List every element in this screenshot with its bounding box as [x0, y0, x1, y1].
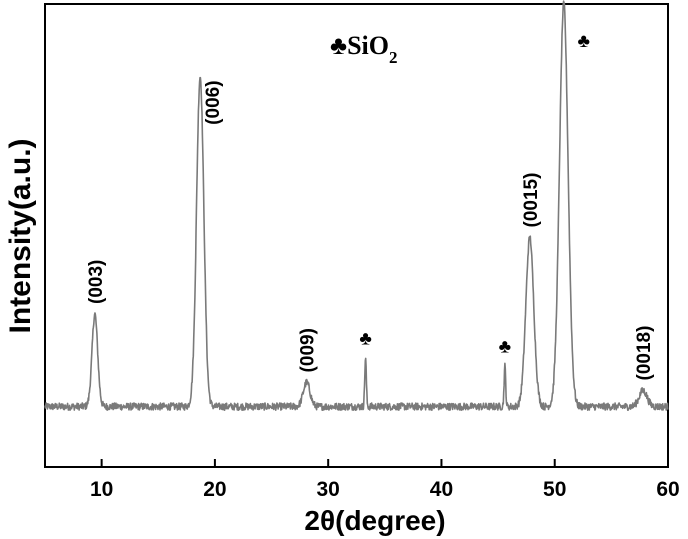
x-tick-label: 10: [90, 478, 113, 501]
legend-subscript: 2: [389, 48, 398, 67]
svg-text:♣SiO2: ♣SiO2: [330, 31, 397, 67]
x-tick-label: 50: [543, 478, 566, 501]
legend-label: SiO: [347, 31, 389, 60]
peak-index-label: (006): [203, 80, 224, 124]
peak-labels: (003) (006) (009) ♣ ♣ (0015) ♣ (0018): [86, 31, 655, 381]
x-tick-label: 40: [430, 478, 453, 501]
sio2-marker-icon: ♣: [578, 31, 590, 52]
legend: ♣SiO2: [330, 31, 397, 67]
xrd-pattern-line: [45, 1, 668, 410]
peak-index-label: (003): [86, 260, 107, 304]
sio2-marker-icon: ♣: [359, 328, 371, 349]
legend-club-icon: ♣: [330, 31, 347, 60]
y-axis-title: Intensity(a.u.): [4, 138, 37, 333]
x-tick-label: 60: [656, 478, 679, 501]
peak-index-label: (0018): [634, 326, 655, 381]
sio2-marker-icon: ♣: [499, 336, 511, 357]
plot-frame: [45, 4, 668, 467]
x-axis-ticks: 10 20 30 40 50 60: [90, 459, 680, 501]
x-axis-title: 2θ(degree): [304, 505, 445, 536]
x-tick-label: 30: [317, 478, 340, 501]
peak-index-label: (0015): [521, 173, 542, 228]
x-tick-label: 20: [203, 478, 226, 501]
peak-index-label: (009): [298, 328, 319, 372]
